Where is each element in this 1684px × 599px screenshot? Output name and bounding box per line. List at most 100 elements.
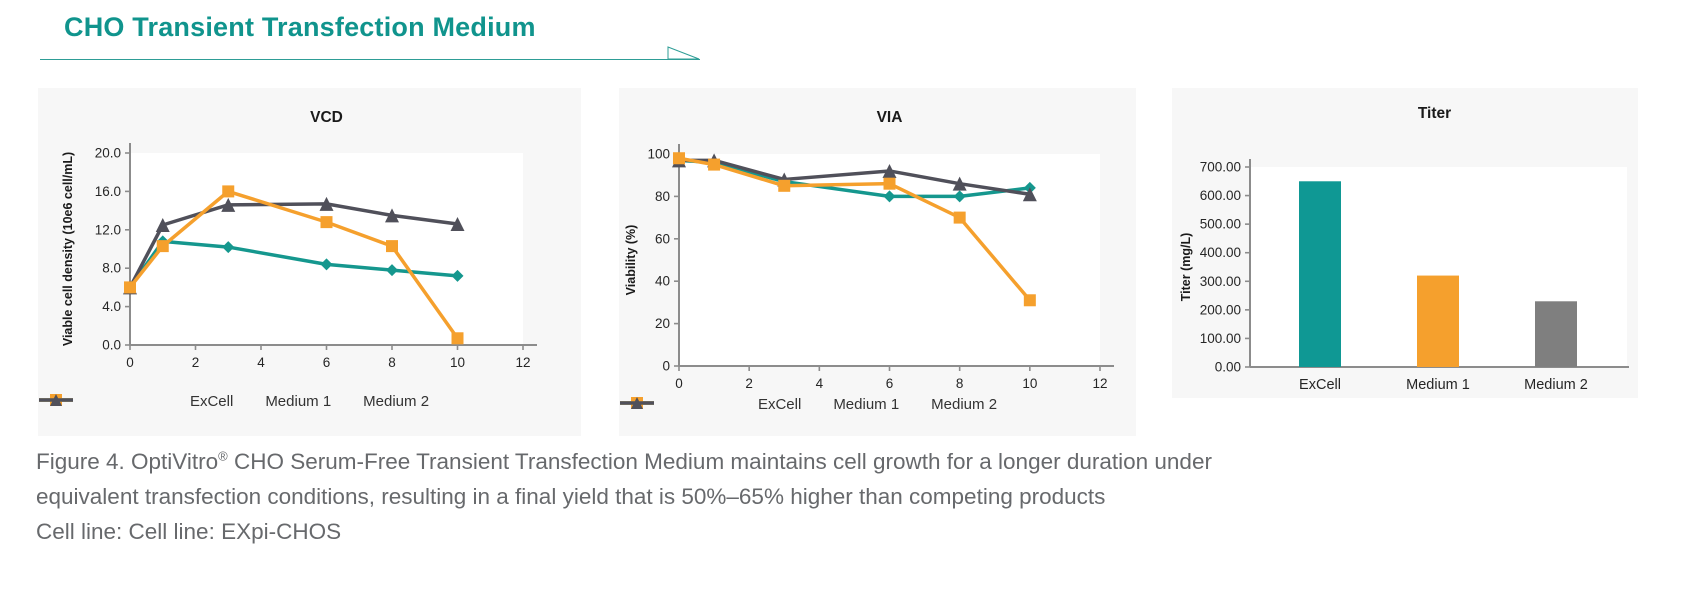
via-chart-svg: VIA Viability (%) 0 20 40 60 80 100 0 2 4 6 8 10 12 [624, 109, 1114, 391]
x-tick-label: 8 [388, 355, 396, 370]
data-point-medium-2 [221, 197, 236, 212]
y-tick-label: 80 [655, 189, 670, 204]
data-point-medium-1 [320, 216, 333, 229]
data-point-excell [451, 269, 464, 282]
y-tick-label: 600.00 [1200, 188, 1241, 203]
data-point-excell [883, 190, 896, 203]
caption-line-2: equivalent transfection conditions, resu… [36, 484, 1106, 509]
y-tick-label: 8.0 [102, 261, 121, 276]
caption-line-3: Cell line: Cell line: EXpi-CHOS [36, 519, 342, 544]
x-tick-label: 4 [816, 376, 824, 391]
titer-chart-svg: Titer Titer (mg/L) 0.00 100.00 200.00 300.00 4… [1179, 105, 1629, 393]
series-line-medium-1 [128, 189, 459, 340]
x-tick-label: 12 [515, 355, 530, 370]
via-chart-panel: VIA Viability (%) 0 20 40 60 80 100 0 2 4 6 8 10 12 ExC… [619, 88, 1136, 436]
legend-label: ExCell [757, 396, 802, 413]
legend-item-medium-1: Medium 1 [620, 396, 899, 413]
x-tick-label: 2 [192, 355, 200, 370]
bar-medium-1 [1417, 275, 1459, 367]
bar-excell [1299, 181, 1341, 367]
category-label: Medium 1 [1406, 377, 1470, 393]
caption-text: CHO Serum-Free Transient Transfection Me… [227, 449, 1212, 474]
y-tick-label: 100 [647, 147, 670, 162]
x-tick-label: 10 [1022, 376, 1037, 391]
data-point-medium-1 [451, 332, 464, 345]
data-point-medium-1 [222, 185, 235, 198]
y-tick-label: 0.00 [1215, 360, 1241, 375]
y-tick-label: 40 [655, 274, 670, 289]
data-point-medium-1 [1023, 294, 1036, 307]
bar-medium-2 [1535, 301, 1577, 367]
chart-title: VCD [310, 109, 343, 126]
rule-flag-icon [667, 46, 700, 60]
data-point-excell [320, 258, 333, 271]
titer-chart-panel: Titer Titer (mg/L) 0.00 100.00 200.00 300.00 4… [1172, 88, 1638, 398]
legend-item-medium-1: Medium 1 [39, 393, 332, 410]
y-axis-label: Titer (mg/L) [1179, 233, 1193, 302]
legend-marker [631, 397, 643, 409]
category-label: ExCell [1299, 377, 1341, 393]
data-point-medium-2 [1022, 187, 1037, 202]
data-point-medium-2 [882, 163, 897, 178]
figure-caption: Figure 4. OptiVitro® CHO Serum-Free Tran… [36, 444, 1326, 549]
caption-text: Figure 4. OptiVitro [36, 449, 219, 474]
data-point-excell [222, 241, 235, 254]
data-point-excell [386, 264, 398, 277]
vcd-chart-panel: VCD Viable cell density (10e6 cell/mL) 0.0… [38, 88, 581, 436]
y-tick-label: 700.00 [1200, 160, 1241, 175]
chart-legend: ExCell Medium 1 Medium 2 [619, 396, 1136, 413]
title-underline [40, 59, 700, 60]
y-tick-label: 500.00 [1200, 217, 1241, 232]
legend-item-excell: ExCell [620, 396, 802, 413]
category-label: Medium 2 [1524, 377, 1588, 393]
legend-label: ExCell [189, 393, 234, 410]
x-tick-label: 8 [956, 376, 964, 391]
plot-area [130, 153, 523, 345]
series-line-medium-2 [128, 202, 458, 289]
y-axis-label: Viability (%) [624, 225, 638, 296]
chart-legend: ExCell Medium 1 Medium 2 [38, 393, 581, 410]
registered-mark: ® [218, 448, 228, 464]
x-tick-label: 6 [323, 355, 331, 370]
y-tick-label: 0.0 [102, 338, 121, 353]
data-point-medium-1 [386, 240, 398, 253]
data-point-medium-1 [673, 152, 685, 165]
y-tick-label: 16.0 [95, 184, 121, 199]
y-axis-label: Viable cell density (10e6 cell/mL) [61, 152, 75, 346]
legend-label: Medium 2 [931, 396, 998, 413]
data-point-medium-1 [778, 179, 791, 192]
data-point-medium-2 [385, 208, 399, 223]
y-tick-label: 200.00 [1200, 302, 1241, 317]
y-tick-label: 12.0 [95, 222, 121, 237]
data-point-excell [953, 190, 966, 203]
caption-line-1: Figure 4. OptiVitro® CHO Serum-Free Tran… [36, 444, 1326, 479]
x-tick-label: 0 [126, 355, 134, 370]
x-tick-label: 0 [675, 376, 683, 391]
y-tick-label: 0 [662, 359, 670, 374]
y-tick-label: 300.00 [1200, 274, 1241, 289]
data-point-medium-1 [953, 211, 966, 224]
data-point-medium-1 [883, 177, 896, 190]
vcd-chart-svg: VCD Viable cell density (10e6 cell/mL) 0.0… [61, 109, 537, 370]
x-tick-label: 10 [450, 355, 465, 370]
legend-item-medium-2: Medium 2 [39, 393, 430, 410]
legend-label: Medium 2 [363, 393, 430, 410]
chart-title: Titer [1418, 105, 1451, 122]
legend-marker [50, 394, 62, 406]
legend-label: Medium 1 [265, 393, 332, 410]
y-tick-label: 400.00 [1200, 245, 1241, 260]
data-point-medium-1 [156, 240, 169, 253]
data-point-medium-2 [155, 218, 170, 232]
data-point-medium-2 [450, 217, 465, 232]
legend-item-excell: ExCell [39, 393, 234, 410]
chart-title: VIA [877, 109, 903, 126]
data-point-medium-2 [952, 176, 967, 191]
data-point-medium-1 [708, 158, 721, 171]
y-tick-label: 20.0 [95, 146, 121, 161]
x-tick-label: 2 [745, 376, 753, 391]
x-tick-label: 4 [257, 355, 265, 370]
y-tick-label: 100.00 [1200, 331, 1241, 346]
y-tick-label: 4.0 [102, 299, 121, 314]
data-point-medium-1 [124, 281, 136, 294]
